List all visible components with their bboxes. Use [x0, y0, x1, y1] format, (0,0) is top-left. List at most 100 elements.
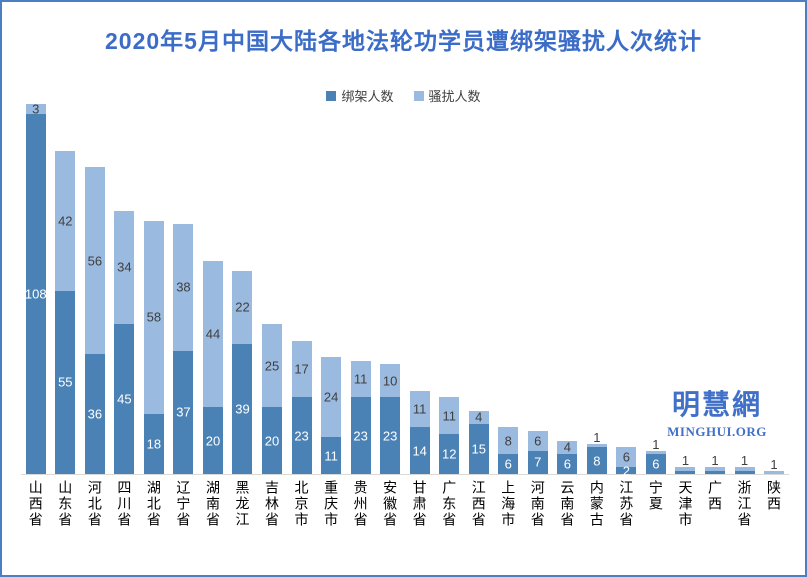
category-label: 天津市 [671, 480, 701, 528]
harass-value-label: 6 [622, 449, 631, 465]
category-label-text: 北京市 [293, 480, 310, 528]
harass-value-label: 11 [353, 371, 368, 387]
bar-segment-harass: 22 [232, 270, 253, 344]
category-label: 贵州省 [346, 480, 376, 528]
bar-segment-kidnap: 37 [173, 350, 194, 474]
bar-segment-kidnap: 36 [84, 354, 105, 474]
category-label: 辽宁省 [169, 480, 199, 528]
category-label-text: 内蒙古 [588, 480, 605, 528]
kidnap-value-label: 6 [563, 456, 571, 472]
category-label-text: 甘肃省 [411, 480, 428, 528]
category-label-text: 黑龙江 [234, 480, 251, 528]
category-label: 江苏省 [612, 480, 642, 528]
kidnap-value-label: 37 [176, 404, 191, 420]
bar-segment-kidnap: 20 [262, 407, 283, 474]
bar-segment-harass: 34 [114, 210, 135, 324]
category-label-text: 广东省 [441, 480, 458, 528]
bar-segment-kidnap: 12 [439, 434, 460, 474]
category-label: 重庆市 [316, 480, 346, 528]
category-label-text: 湖北省 [145, 480, 162, 528]
bar-segment-harass: 17 [291, 340, 312, 398]
category-label: 浙江省 [730, 480, 760, 528]
stacked-bar: 44 20 [202, 260, 223, 474]
bar-segment-kidnap: 23 [291, 397, 312, 474]
kidnap-value-label: 55 [58, 374, 73, 390]
category-label: 广西 [700, 480, 730, 528]
stacked-bar: 1 [704, 454, 725, 474]
category-label-text: 安徽省 [382, 480, 399, 528]
minghui-logo-en: MINGHUI.ORG [667, 424, 767, 439]
harass-value-label: 58 [146, 309, 162, 325]
bar-segment-harass: 10 [380, 364, 401, 398]
kidnap-value-label: 2 [622, 463, 631, 479]
stacked-bar: 17 23 [291, 340, 312, 474]
category-label: 宁夏 [641, 480, 671, 528]
harass-value-label: 6 [534, 433, 542, 449]
bar-column: 24 11 [316, 104, 346, 474]
category-label-text: 浙江省 [736, 480, 753, 528]
category-label-text: 四川省 [116, 480, 133, 528]
bar-column: 10 23 [375, 104, 405, 474]
category-label: 河南省 [523, 480, 553, 528]
category-label-text: 陕西 [766, 480, 783, 512]
harass-value-label: 24 [323, 389, 339, 405]
plot-area: 3 108 42 55 56 36 34 45 58 18 38 37 44 20 22 39 25 20 17 23… [21, 103, 789, 479]
category-label: 四川省 [110, 480, 140, 528]
bar-segment-harass: 4 [557, 440, 578, 454]
kidnap-value-label: 7 [534, 454, 542, 470]
kidnap-value-label: 20 [264, 433, 280, 449]
bar-segment-kidnap: 108 [25, 114, 47, 474]
harass-value-label: 25 [264, 358, 280, 374]
stacked-bar: 25 20 [262, 324, 283, 474]
bar-segment-kidnap [675, 470, 696, 474]
bar-column: 11 14 [405, 104, 435, 474]
bar-segment-kidnap: 14 [409, 427, 430, 474]
bar-column: 25 20 [257, 104, 287, 474]
bar-segment-kidnap: 8 [586, 447, 607, 474]
legend-label-kidnap: 绑架人数 [341, 89, 394, 104]
stacked-bar: 11 23 [350, 360, 371, 474]
harass-value-label: 1 [652, 436, 660, 452]
category-label: 内蒙古 [582, 480, 612, 528]
bar-segment-harass: 58 [143, 220, 164, 414]
bar-segment-kidnap [734, 470, 755, 474]
bar-segment-harass: 6 [616, 447, 637, 468]
harass-value-label: 8 [504, 433, 512, 449]
category-label-text: 山西省 [27, 480, 44, 528]
bar-column: 1 [759, 104, 789, 474]
bar-column: 11 23 [346, 104, 376, 474]
stacked-bar: 38 37 [173, 224, 194, 474]
category-label-text: 天津市 [677, 480, 694, 528]
harass-value-label: 1 [740, 453, 749, 469]
bar-segment-kidnap: 11 [321, 437, 342, 474]
kidnap-value-label: 6 [652, 456, 660, 472]
minghui-watermark: 明慧網 MINGHUI.ORG [657, 383, 777, 440]
category-label: 广东省 [434, 480, 464, 528]
category-label-text: 河北省 [86, 480, 103, 528]
category-label-text: 上海市 [500, 480, 517, 528]
kidnap-value-label: 18 [146, 436, 162, 452]
category-label-text: 辽宁省 [175, 480, 192, 528]
bar-segment-harass: 24 [321, 357, 342, 438]
category-label: 北京市 [287, 480, 317, 528]
bar-column: 44 20 [198, 104, 228, 474]
harass-swatch-icon [413, 90, 424, 101]
category-label-text: 江西省 [470, 480, 487, 528]
harass-value-label: 56 [87, 253, 103, 269]
bar-column: 34 45 [110, 104, 140, 474]
category-label: 上海市 [494, 480, 524, 528]
harass-value-label: 4 [475, 409, 483, 425]
category-label: 陕西 [759, 480, 789, 528]
bar-segment-harass: 11 [439, 397, 460, 434]
category-label-text: 重庆市 [323, 480, 340, 528]
category-label-text: 湖南省 [204, 480, 221, 528]
harass-value-label: 38 [176, 279, 191, 295]
chart-title: 2020年5月中国大陆各地法轮功学员遭绑架骚扰人次统计 [105, 28, 702, 54]
bar-segment-kidnap: 55 [55, 290, 76, 474]
category-label-text: 宁夏 [647, 480, 664, 512]
kidnap-swatch-icon [326, 90, 337, 101]
